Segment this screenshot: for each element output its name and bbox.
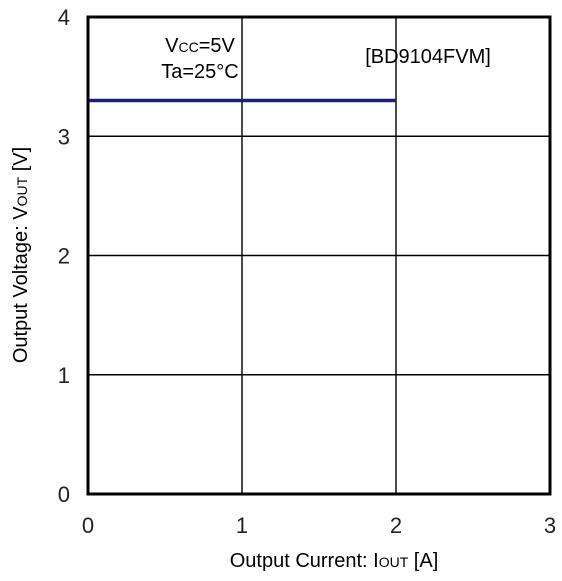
part-number-label: [BD9104FVM] (365, 46, 491, 68)
conditions-ta: Ta=25°C (161, 61, 239, 83)
grid-lines (88, 17, 550, 494)
y-axis-label: Output Voltage: VOUT [V] (10, 147, 32, 363)
x-tick-label: 1 (236, 513, 248, 538)
x-tick-label: 0 (82, 513, 94, 538)
x-axis-label: Output Current: IOUT [A] (230, 550, 439, 572)
y-tick-label: 3 (58, 124, 70, 149)
y-tick-label: 4 (58, 5, 70, 30)
plot-frame (86, 15, 552, 496)
conditions-vcc: VCC=5V (165, 35, 235, 57)
x-tick-labels: 0 1 2 3 (82, 513, 556, 538)
x-tick-label: 2 (390, 513, 402, 538)
y-tick-label: 0 (58, 482, 70, 507)
y-tick-labels: 0 1 2 3 4 (58, 5, 70, 507)
x-tick-label: 3 (544, 513, 556, 538)
y-tick-label: 2 (58, 244, 70, 269)
y-tick-label: 1 (58, 363, 70, 388)
